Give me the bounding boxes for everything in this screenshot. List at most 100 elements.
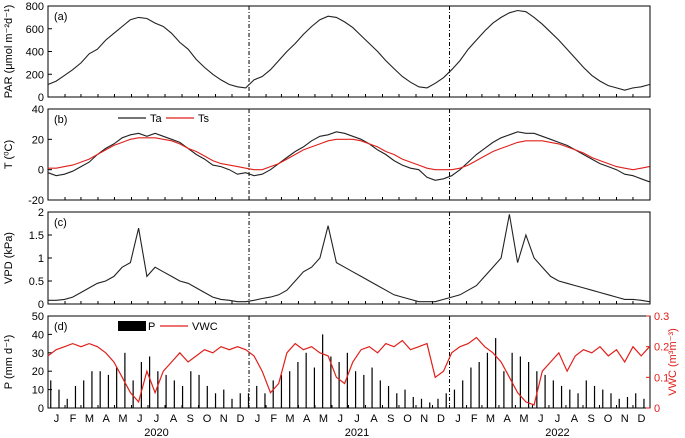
y-axis-label: PAR (μmol m⁻²d⁻¹) — [3, 5, 15, 99]
legend-swatch-p — [118, 321, 146, 331]
precip-bar — [346, 352, 348, 408]
y-tick-label: 2 — [38, 207, 44, 219]
precip-bar — [486, 352, 489, 408]
month-label: M — [285, 413, 294, 425]
precip-bar — [396, 393, 398, 408]
month-label: J — [137, 413, 143, 425]
month-label: S — [588, 413, 595, 425]
precip-bar — [58, 389, 60, 408]
legend-label-p: P — [148, 321, 155, 333]
precip-bar — [132, 380, 134, 408]
precip-bar — [214, 393, 217, 408]
month-label: M — [519, 413, 528, 425]
precip-bar — [297, 362, 299, 408]
precip-bar — [140, 362, 142, 408]
month-label: S — [387, 413, 394, 425]
series-line-ts — [48, 137, 650, 171]
y-tick-label: 20 — [32, 134, 44, 146]
precip-bar — [404, 389, 406, 408]
precip-bar — [247, 393, 250, 408]
precip-bar — [239, 393, 241, 408]
precip-bar — [429, 402, 431, 408]
month-label: N — [621, 413, 629, 425]
y-tick-label: 600 — [26, 24, 44, 36]
y-tick-label: 1 — [38, 253, 44, 265]
month-label: A — [504, 413, 512, 425]
month-label: A — [303, 413, 311, 425]
plot-frame — [47, 315, 651, 409]
legend-label-ts: Ts — [198, 113, 210, 125]
precip-bar — [66, 398, 68, 408]
panel-4: 0 10 20 30 40 50 P (mm d⁻¹) (d) 0 0.1 0.2 0.3 VWC (m… — [3, 311, 679, 415]
precip-bar — [91, 371, 93, 408]
y-tick-label: 0 — [38, 299, 44, 311]
precip-bar — [635, 393, 637, 408]
precip-bar — [305, 352, 307, 408]
y-tick-label: 0.5 — [29, 276, 44, 288]
month-label: J — [354, 413, 360, 425]
precip-bar — [223, 389, 225, 408]
year-label: 2022 — [545, 427, 569, 438]
precip-bar — [462, 380, 464, 408]
y-tick-label: -20 — [28, 195, 44, 207]
month-label: J — [538, 413, 544, 425]
precip-bar — [124, 352, 126, 408]
precip-bar — [478, 362, 480, 408]
precip-bar — [371, 367, 373, 408]
precip-bar — [99, 371, 101, 408]
precip-bar — [437, 398, 439, 408]
precip-bar — [585, 380, 587, 408]
y-axis-label: T (⁰C) — [3, 140, 15, 169]
y2-tick-label: 0.3 — [654, 311, 669, 323]
precip-bar — [503, 371, 505, 408]
precip-bar — [198, 374, 200, 408]
precip-bar — [445, 393, 447, 408]
month-label: F — [270, 413, 277, 425]
legend-label-vwc: VWC — [192, 321, 218, 333]
panel-1: 0 200 400 600 800 PAR (μmol m⁻²d⁻¹) (a) — [3, 1, 651, 104]
month-label: M — [486, 413, 495, 425]
series-line-panel-3 — [48, 214, 650, 303]
precip-bar — [379, 380, 381, 408]
precip-bar — [50, 380, 52, 408]
precip-bar — [412, 396, 414, 408]
y-tick-label: 400 — [26, 47, 44, 59]
panel-label: (c) — [54, 217, 67, 229]
y-tick-label: 0 — [38, 92, 44, 104]
month-label: D — [237, 413, 245, 425]
precip-bar — [610, 393, 612, 408]
month-label: F — [70, 413, 77, 425]
month-label: N — [220, 413, 228, 425]
precip-bar — [643, 398, 645, 408]
precip-bar — [264, 393, 266, 408]
precip-bar — [577, 393, 579, 408]
precip-bar — [322, 334, 324, 408]
month-label: A — [571, 413, 579, 425]
precip-bar — [165, 374, 167, 408]
series-line-panel-1 — [47, 9, 650, 91]
panel-label: (d) — [54, 321, 67, 333]
precip-bar — [231, 398, 233, 408]
precip-bar — [453, 389, 456, 408]
plot-frame — [47, 5, 651, 98]
y-tick-label: 1.5 — [29, 230, 44, 242]
precip-bar — [256, 385, 258, 408]
precip-bar — [289, 371, 291, 408]
precip-bar — [354, 371, 357, 408]
legend-label-ta: Ta — [150, 113, 163, 125]
year-label: 2021 — [345, 427, 369, 438]
precip-bar — [528, 362, 530, 408]
month-label: M — [85, 413, 94, 425]
y2-axis-label: VWC (m³m⁻³) — [667, 328, 679, 396]
month-label: N — [420, 413, 428, 425]
month-label: J — [337, 413, 343, 425]
month-label: J — [255, 413, 261, 425]
y-tick-label: 30 — [32, 348, 44, 360]
precip-bar — [495, 338, 497, 408]
y2-tick-label: 0.2 — [654, 342, 669, 354]
precip-bar — [560, 385, 563, 408]
precip-bar — [107, 374, 110, 408]
y-axis-label: P (mm d⁻¹) — [3, 335, 15, 390]
month-label: F — [471, 413, 478, 425]
